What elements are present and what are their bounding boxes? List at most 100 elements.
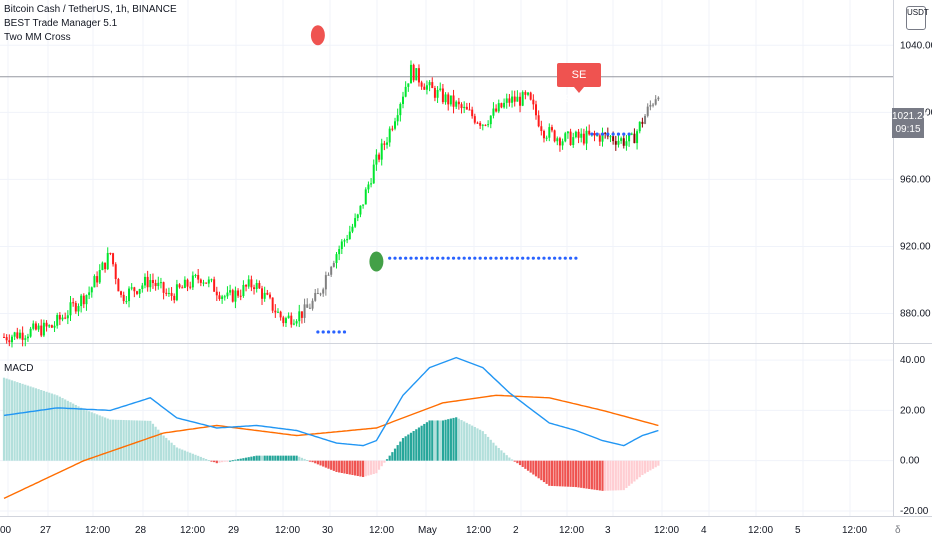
histogram-bar xyxy=(327,460,330,469)
candle-body xyxy=(383,143,386,145)
candle-body xyxy=(61,317,64,320)
candle-body xyxy=(167,292,170,294)
histogram-bar xyxy=(101,416,104,461)
histogram-bar xyxy=(500,450,503,461)
histogram-bar xyxy=(612,460,615,491)
candle-body xyxy=(199,279,202,283)
level-dot xyxy=(558,256,562,260)
candle-body xyxy=(239,295,242,297)
histogram-bar xyxy=(117,419,120,461)
histogram-bar xyxy=(388,455,391,461)
candle-body xyxy=(32,323,35,329)
histogram-bar xyxy=(481,431,484,461)
candle-body xyxy=(582,133,585,144)
candle-body xyxy=(399,104,402,116)
level-dot xyxy=(332,330,336,334)
candle-body xyxy=(50,325,53,328)
histogram-bar xyxy=(463,421,466,461)
histogram-bar xyxy=(215,460,218,464)
candle-body xyxy=(420,82,423,87)
histogram-bar xyxy=(643,460,647,474)
level-dot xyxy=(611,132,615,136)
histogram-bar xyxy=(96,414,99,461)
histogram-bar xyxy=(29,386,32,461)
histogram-bar xyxy=(255,455,258,461)
currency-button[interactable]: USDT xyxy=(906,6,929,30)
candle-body xyxy=(407,83,410,87)
histogram-bar xyxy=(322,460,325,467)
histogram-bar xyxy=(540,460,543,481)
histogram-bar xyxy=(40,390,43,461)
histogram-bar xyxy=(226,460,229,462)
candle-body xyxy=(80,295,83,307)
histogram-bar xyxy=(468,424,471,461)
histogram-bar xyxy=(18,382,22,461)
histogram-bar xyxy=(487,436,490,461)
histogram-bar xyxy=(460,420,463,461)
candle-body xyxy=(370,183,373,185)
candle-body xyxy=(452,95,455,107)
time-tick-label: 12:00 xyxy=(466,525,491,536)
candle-body xyxy=(484,124,487,126)
candle-body xyxy=(540,126,543,131)
histogram-bar xyxy=(380,460,383,467)
candle-body xyxy=(356,214,359,219)
candle-body xyxy=(516,96,519,102)
time-tick-label: 12:00 xyxy=(842,525,867,536)
candle-body xyxy=(207,279,210,284)
candle-body xyxy=(183,279,186,288)
time-tick-label: 30 xyxy=(322,525,334,536)
histogram-bar xyxy=(24,384,27,461)
candle-body xyxy=(202,282,205,284)
histogram-bar xyxy=(319,460,322,466)
candle-body xyxy=(601,132,604,142)
histogram-bar xyxy=(407,434,410,461)
candle-body xyxy=(82,295,85,305)
candle-body xyxy=(210,279,213,281)
histogram-bar xyxy=(574,460,577,488)
candle-body xyxy=(508,98,511,103)
histogram-bar xyxy=(32,387,35,461)
level-dot xyxy=(515,256,519,260)
histogram-bar xyxy=(564,460,567,487)
histogram-bar xyxy=(508,457,511,461)
histogram-bar xyxy=(186,451,189,461)
candle-body xyxy=(284,318,287,324)
histogram-bar xyxy=(10,380,14,461)
candle-body xyxy=(585,130,588,144)
histogram-bar xyxy=(423,423,426,461)
histogram-bar xyxy=(364,460,367,477)
candle-body xyxy=(21,332,24,340)
candle-body xyxy=(604,132,607,134)
histogram-bar xyxy=(234,459,237,461)
histogram-bar xyxy=(122,420,125,461)
candle-body xyxy=(367,184,370,190)
histogram-bar xyxy=(146,420,149,461)
level-dot xyxy=(505,256,509,260)
histogram-bar xyxy=(114,419,117,461)
level-dot xyxy=(337,330,341,334)
histogram-bar xyxy=(473,426,476,461)
level-dot xyxy=(553,256,557,260)
level-dot xyxy=(627,132,631,136)
histogram-bar xyxy=(556,460,559,487)
candle-body xyxy=(340,241,343,250)
histogram-bar xyxy=(191,453,194,461)
level-dot xyxy=(451,256,456,260)
histogram-bar xyxy=(638,460,641,478)
histogram-bar xyxy=(340,460,343,473)
histogram-bar xyxy=(497,447,500,461)
candle-body xyxy=(77,306,80,312)
candle-body xyxy=(181,287,184,289)
candle-body xyxy=(550,127,553,131)
histogram-bar xyxy=(580,460,583,488)
histogram-bar xyxy=(558,460,562,487)
candle-body xyxy=(449,95,452,105)
candle-body xyxy=(194,274,197,276)
histogram-bar xyxy=(359,460,362,477)
level-dot xyxy=(467,256,472,260)
candle-body xyxy=(617,140,620,145)
histogram-bar xyxy=(431,420,434,461)
